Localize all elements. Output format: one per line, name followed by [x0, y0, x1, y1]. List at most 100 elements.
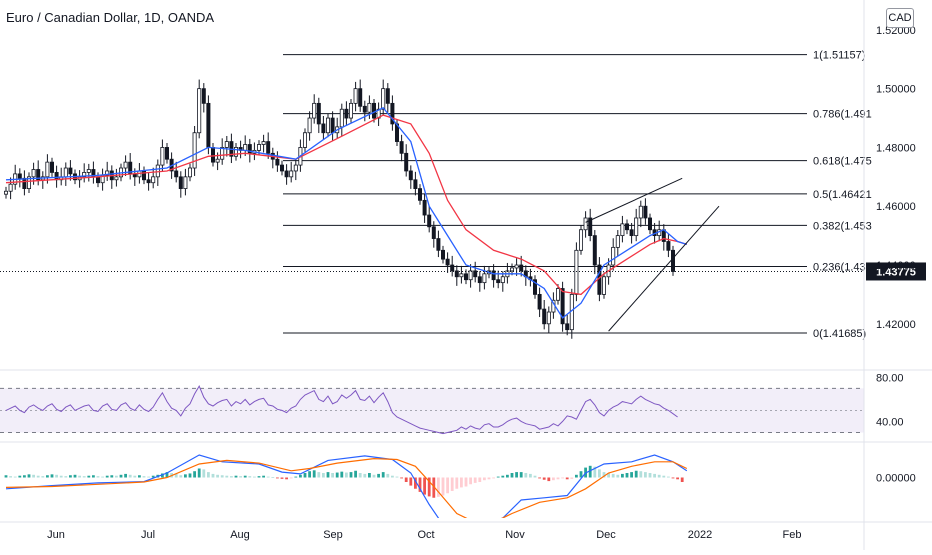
fib-level-label: 0.618(1.475 — [813, 156, 872, 168]
candle-body — [468, 270, 473, 281]
macd-histogram-bar — [487, 477, 491, 480]
candle-body — [431, 226, 436, 239]
candle-body — [68, 167, 73, 175]
macd-histogram-bar — [533, 475, 537, 478]
candle-body — [450, 264, 455, 272]
currency-button[interactable]: CAD — [886, 8, 914, 28]
macd-histogram-bar — [55, 474, 58, 478]
macd-histogram-bar — [395, 476, 399, 478]
candle-body — [105, 170, 110, 176]
macd-histogram-bar — [556, 477, 560, 480]
candle-body — [151, 176, 156, 184]
candle-body — [556, 288, 561, 301]
time-tick-label: Dec — [596, 529, 616, 541]
candle-body — [408, 170, 413, 181]
candle-body — [279, 164, 284, 172]
macd-histogram-bar — [216, 474, 219, 478]
macd-histogram-bar — [561, 477, 564, 479]
candle-body — [390, 102, 395, 125]
macd-histogram-bar — [225, 475, 229, 478]
candle-body — [201, 88, 206, 104]
macd-histogram-bar — [13, 476, 17, 478]
macd-histogram-bar — [207, 472, 210, 478]
candle-body — [307, 117, 312, 134]
macd-histogram-bar — [602, 472, 606, 478]
macd-histogram-bar — [331, 473, 334, 478]
candle-body — [643, 205, 648, 219]
macd-histogram-bar — [165, 472, 169, 478]
macd-histogram-bar — [460, 477, 463, 488]
macd-histogram-bar — [50, 474, 54, 478]
candle-body — [256, 144, 261, 151]
macd-histogram-bar — [354, 470, 357, 478]
candle-body — [54, 172, 59, 181]
fib-level-label: 1(1.51157) — [813, 50, 865, 62]
candle-body — [592, 235, 597, 266]
candle-body — [50, 161, 55, 173]
macd-histogram-bar — [87, 475, 91, 478]
candle-body — [537, 293, 542, 310]
candle-body — [560, 288, 565, 325]
macd-histogram-bar — [46, 475, 49, 478]
macd-histogram-bar — [27, 474, 31, 478]
macd-histogram-bar — [598, 469, 601, 478]
macd-histogram-bar — [197, 468, 201, 478]
fib-level-label: 0(1.41685) — [813, 328, 866, 340]
candle-body — [220, 147, 225, 160]
candle-body — [546, 311, 551, 325]
macd-histogram-bar — [179, 475, 183, 478]
macd-histogram-bar — [110, 475, 114, 478]
fib-level-label: 0.786(1.491 — [813, 109, 872, 121]
candle-body — [477, 276, 482, 284]
macd-histogram-bar — [9, 476, 12, 478]
candle-body — [611, 246, 616, 266]
time-tick-label: Sep — [323, 529, 343, 541]
time-tick-label: Aug — [230, 529, 250, 541]
macd-histogram-bar — [644, 472, 647, 478]
macd-histogram-bar — [96, 476, 100, 478]
candle-body — [114, 176, 119, 181]
candle-body — [155, 164, 160, 178]
macd-histogram-bar — [105, 475, 109, 478]
candle-body — [26, 176, 31, 189]
candle-body — [233, 147, 238, 157]
macd-histogram-bar — [501, 475, 505, 478]
macd-histogram-bar — [193, 471, 196, 478]
macd-histogram-bar — [335, 472, 339, 478]
macd-histogram-bar — [312, 470, 316, 478]
candle-body — [348, 102, 353, 119]
macd-histogram-bar — [547, 477, 551, 482]
candle-body — [440, 249, 445, 260]
candle-body — [574, 249, 579, 295]
candle-body — [496, 279, 501, 284]
ma-fast-line — [5, 106, 687, 319]
candle-body — [206, 102, 211, 148]
macd-histogram-bar — [446, 477, 449, 494]
macd-histogram-bar — [400, 477, 403, 479]
candle-body — [648, 217, 653, 231]
macd-histogram-bar — [59, 475, 63, 478]
macd-histogram-bar — [142, 476, 146, 478]
candle-body — [210, 147, 215, 163]
candle-body — [316, 102, 321, 125]
time-tick-label: Feb — [783, 529, 802, 541]
macd-histogram-bar — [64, 476, 68, 478]
macd-histogram-bar — [276, 477, 279, 479]
candle-body — [86, 169, 91, 173]
macd-histogram-bar — [202, 469, 206, 478]
macd-histogram-bar — [234, 475, 238, 478]
macd-histogram-bar — [524, 473, 528, 478]
macd-histogram-bar — [299, 474, 302, 478]
macd-histogram-bar — [519, 472, 523, 478]
time-tick-label: 2022 — [688, 529, 712, 541]
candle-body — [459, 273, 464, 278]
macd-histogram-bar — [345, 472, 348, 478]
macd-histogram-bar — [662, 475, 666, 478]
candle-body — [82, 172, 87, 178]
macd-histogram-bar — [506, 474, 509, 478]
candle-body — [312, 102, 317, 119]
price-tick-label: 1.46000 — [876, 201, 916, 213]
candle-body — [284, 170, 289, 178]
wedge-lower-line — [608, 205, 720, 332]
